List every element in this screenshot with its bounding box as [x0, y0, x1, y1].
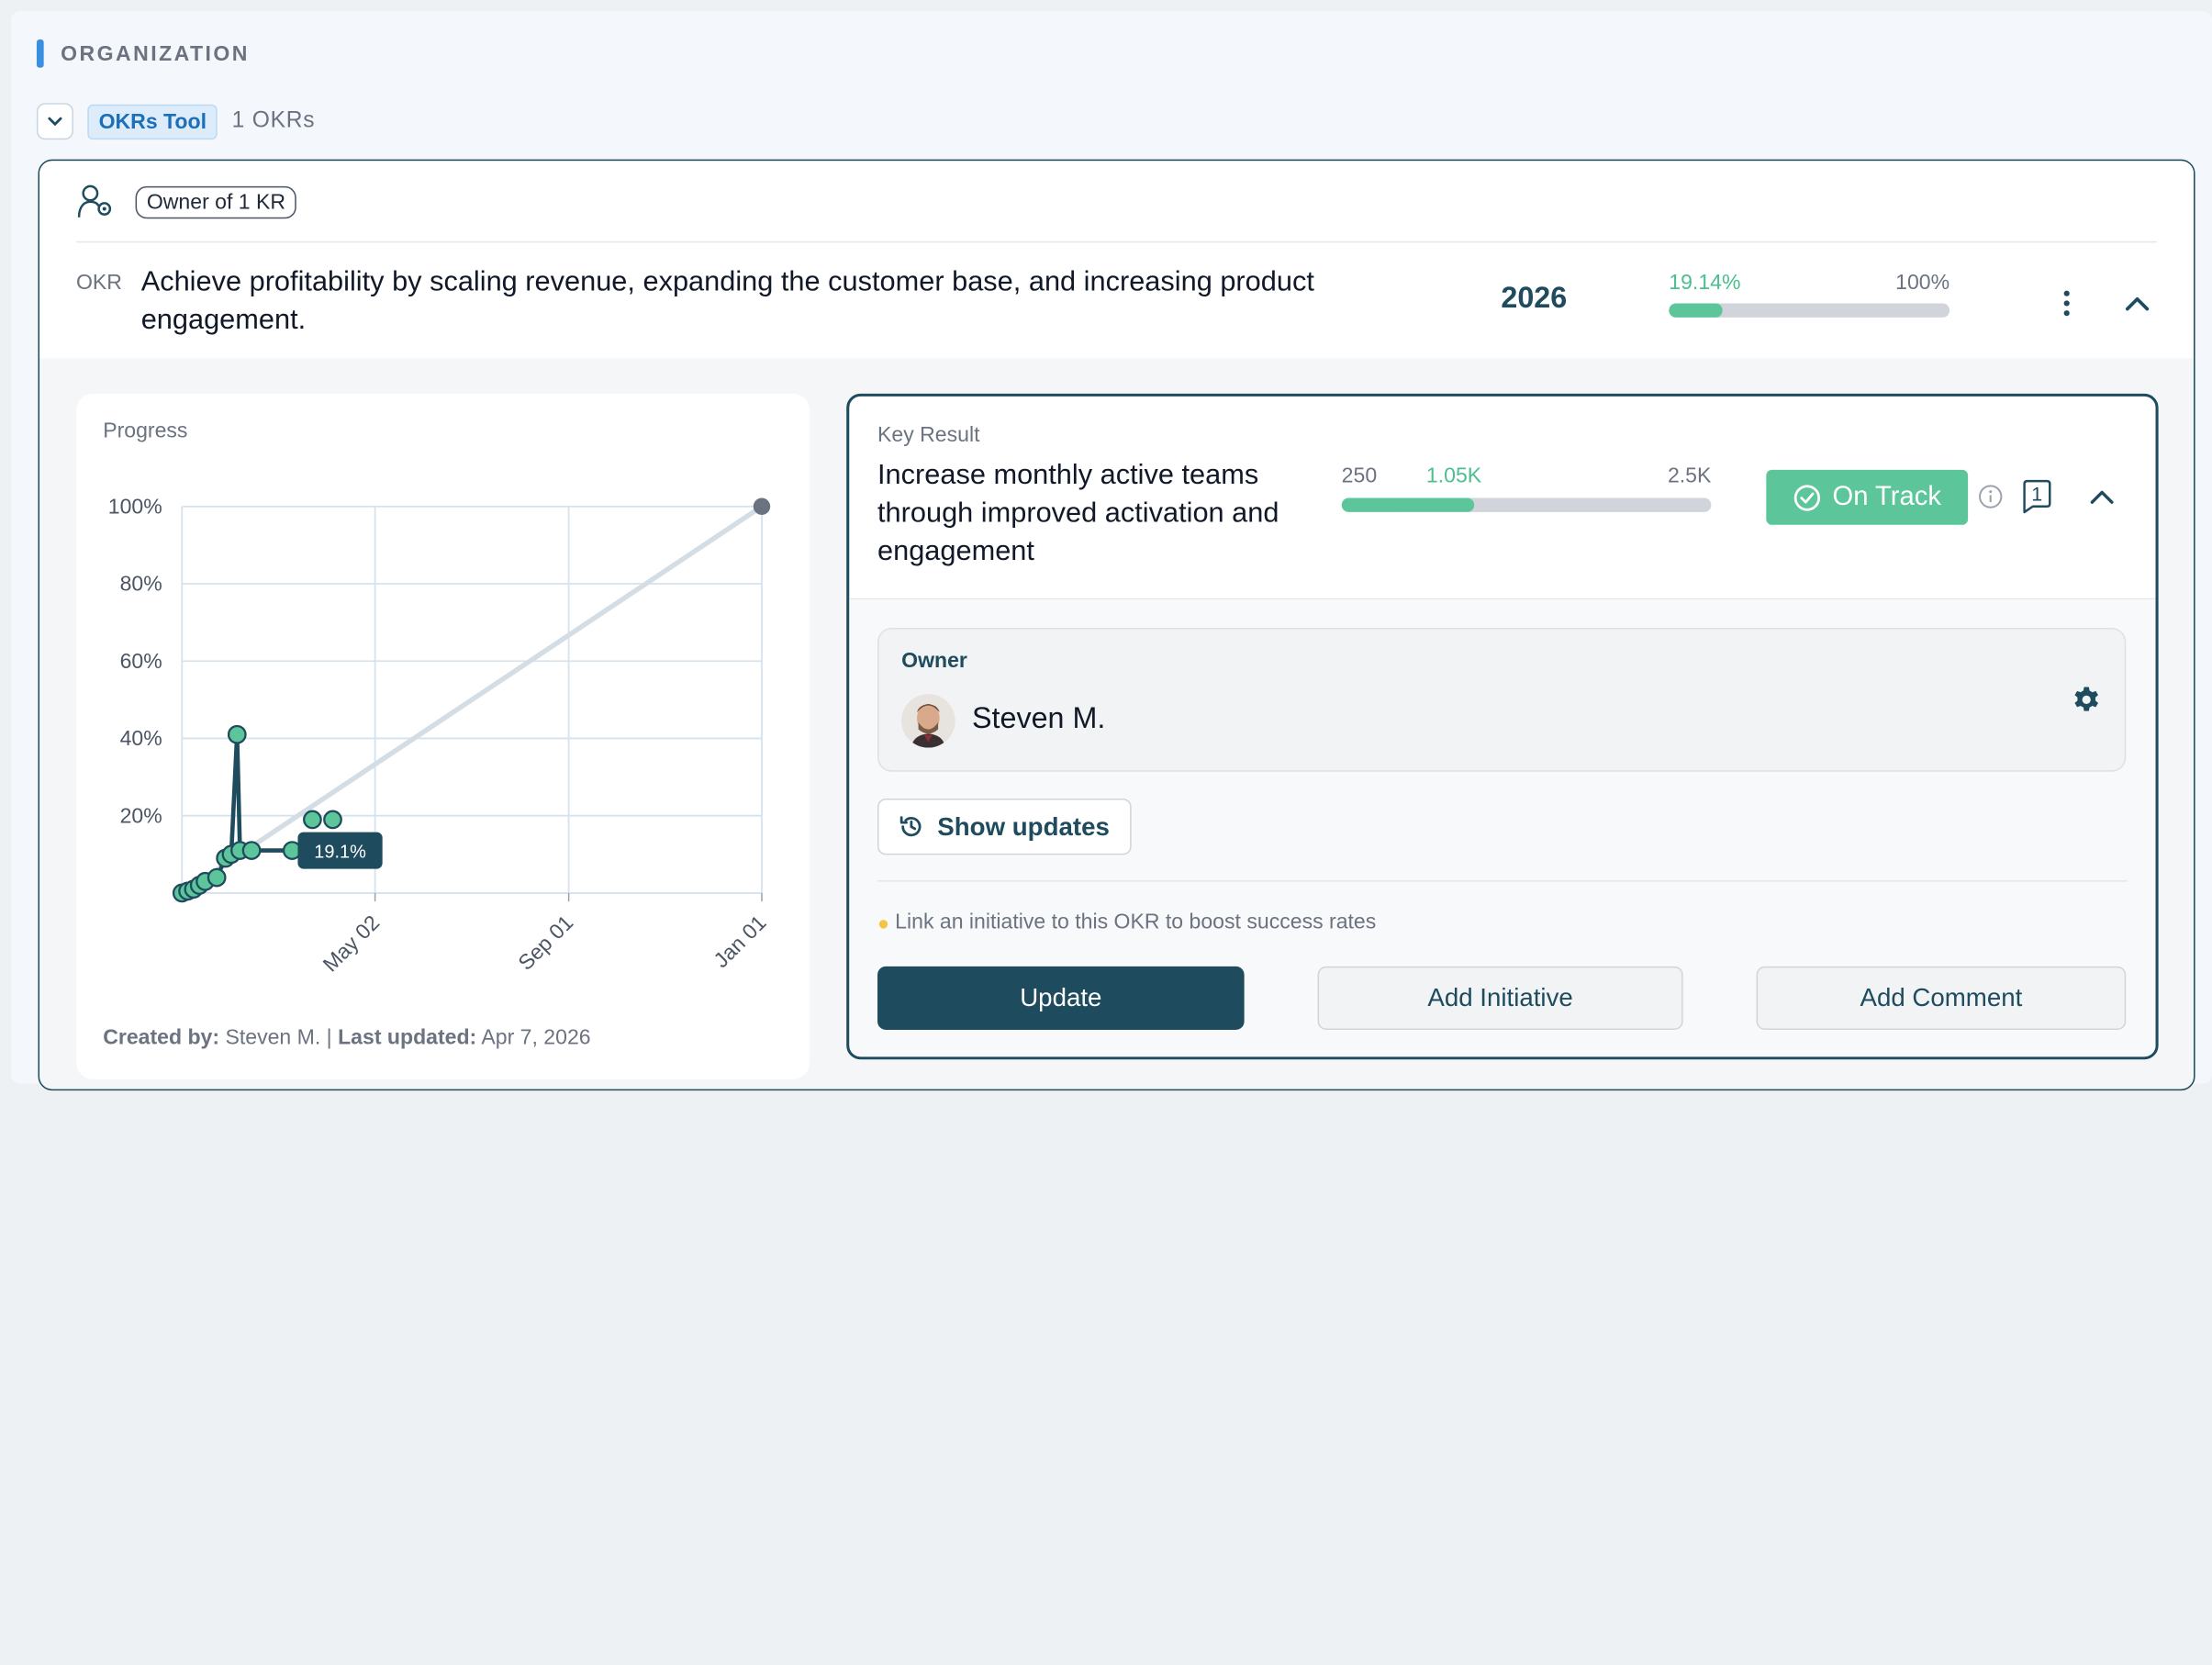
group-toggle-button[interactable] [36, 103, 73, 140]
target-line [180, 504, 764, 896]
data-point [323, 810, 342, 830]
okr-title[interactable]: Achieve profitability by scaling revenue… [140, 266, 1314, 336]
header-divider [75, 240, 2158, 243]
progress-chart: 20% 40% 60% 80% 100% May 02 Sep 01 Jan 01 19.1% [108, 494, 771, 977]
group-row: OKRs Tool 1 OKRs [36, 103, 316, 140]
add-initiative-button[interactable]: Add Initiative [1317, 966, 1683, 1031]
okr-progress-track [1669, 303, 1950, 318]
initiative-tip: ● Link an initiative to this OKR to boos… [877, 910, 1376, 933]
owner-line: Owner of 1 KR [76, 184, 297, 220]
chart-tooltip [297, 832, 383, 869]
created-by-label: Created by: [103, 1025, 220, 1050]
status-badge[interactable]: On Track [1766, 469, 1969, 525]
data-point [303, 810, 322, 830]
tip-text: Link an initiative to this OKR to boost … [895, 910, 1377, 934]
more-options-icon[interactable] [2054, 288, 2080, 319]
info-icon[interactable] [1978, 484, 2004, 509]
kr-target-value: 2.5K [1667, 464, 1712, 488]
section-header: ORGANIZATION [36, 39, 250, 68]
kr-progress-track [1341, 497, 1712, 512]
okr-year: 2026 [1501, 282, 1568, 315]
avatar [901, 694, 955, 748]
chevron-up-icon[interactable] [2119, 288, 2156, 319]
okr-progress-value: 19.14% [1669, 271, 1741, 296]
okr-progress: 19.14% 100% [1669, 271, 1950, 318]
kr-label: Key Result [877, 423, 980, 448]
separator: | [326, 1025, 339, 1050]
okr-progress-target: 100% [1895, 271, 1950, 296]
show-updates-button[interactable]: Show updates [877, 798, 1132, 855]
update-button[interactable]: Update [877, 966, 1245, 1031]
kr-start-value: 250 [1341, 464, 1378, 488]
chart-tooltip-label: 19.1% [314, 842, 366, 862]
kr-progress-fill [1341, 497, 1475, 512]
okr-progress-fill [1669, 303, 1723, 318]
kr-progress: 250 1.05K 2.5K [1341, 464, 1712, 512]
check-circle-icon [1793, 484, 1820, 510]
okr-card: Owner of 1 KR OKR Achieve profitability … [38, 159, 2195, 1091]
okr-label: OKR [75, 271, 122, 296]
x-tick-label: Jan 01 [709, 911, 770, 972]
owner-box: Owner Steven M. [877, 627, 2127, 772]
data-point [227, 724, 247, 744]
comment-count: 1 [2031, 482, 2043, 506]
comment-icon [2023, 479, 2051, 514]
add-comment-button[interactable]: Add Comment [1756, 966, 2127, 1031]
created-info: Created by: Steven M. | Last updated: Ap… [103, 1025, 590, 1049]
y-tick-label: 60% [120, 649, 162, 673]
history-icon [900, 816, 922, 837]
actual-progress-line [181, 732, 293, 896]
kr-divider [849, 598, 2156, 600]
target-end-point [753, 497, 771, 516]
status-label: On Track [1832, 481, 1941, 512]
okr-header: Owner of 1 KR OKR Achieve profitability … [39, 161, 2195, 359]
okr-count: 1 OKRs [231, 108, 316, 133]
show-updates-label: Show updates [937, 811, 1110, 841]
owner-label: Owner [901, 649, 967, 674]
group-tag[interactable]: OKRs Tool [87, 103, 218, 140]
y-tick-label: 100% [108, 494, 162, 518]
y-tick-label: 40% [120, 726, 162, 750]
user-settings-icon [77, 184, 112, 218]
kr-title[interactable]: Increase monthly active teams through im… [877, 460, 1279, 567]
key-result-panel: Key Result Increase monthly active teams… [846, 393, 2159, 1060]
data-point [241, 841, 262, 860]
y-tick-label: 80% [120, 572, 162, 596]
progress-chart-panel: Progress 20% 40% 60% 80% 100% May 02 Sep 01 Jan… [75, 393, 810, 1079]
y-tick-label: 20% [120, 803, 162, 827]
created-by-value: Steven M. [225, 1025, 321, 1050]
owner-badge: Owner of 1 KR [135, 185, 297, 218]
actions-divider [877, 880, 2128, 882]
lightbulb-icon: ● [877, 911, 890, 933]
section-title: ORGANIZATION [61, 41, 250, 66]
x-tick-label: Sep 01 [513, 911, 577, 975]
data-point [207, 867, 227, 888]
gear-icon[interactable] [2070, 684, 2104, 718]
owner-name: Steven M. [971, 702, 1106, 735]
kr-current-value: 1.05K [1425, 464, 1482, 488]
comment-button[interactable]: 1 [2020, 478, 2054, 515]
kr-chevron-up-icon[interactable] [2086, 484, 2117, 509]
last-updated-label: Last updated: [338, 1025, 477, 1050]
chart-title: Progress [103, 419, 188, 443]
last-updated-value: Apr 7, 2026 [481, 1025, 591, 1050]
x-tick-label: May 02 [318, 911, 384, 977]
chevron-down-icon [48, 117, 62, 127]
section-accent-bar [36, 39, 44, 68]
